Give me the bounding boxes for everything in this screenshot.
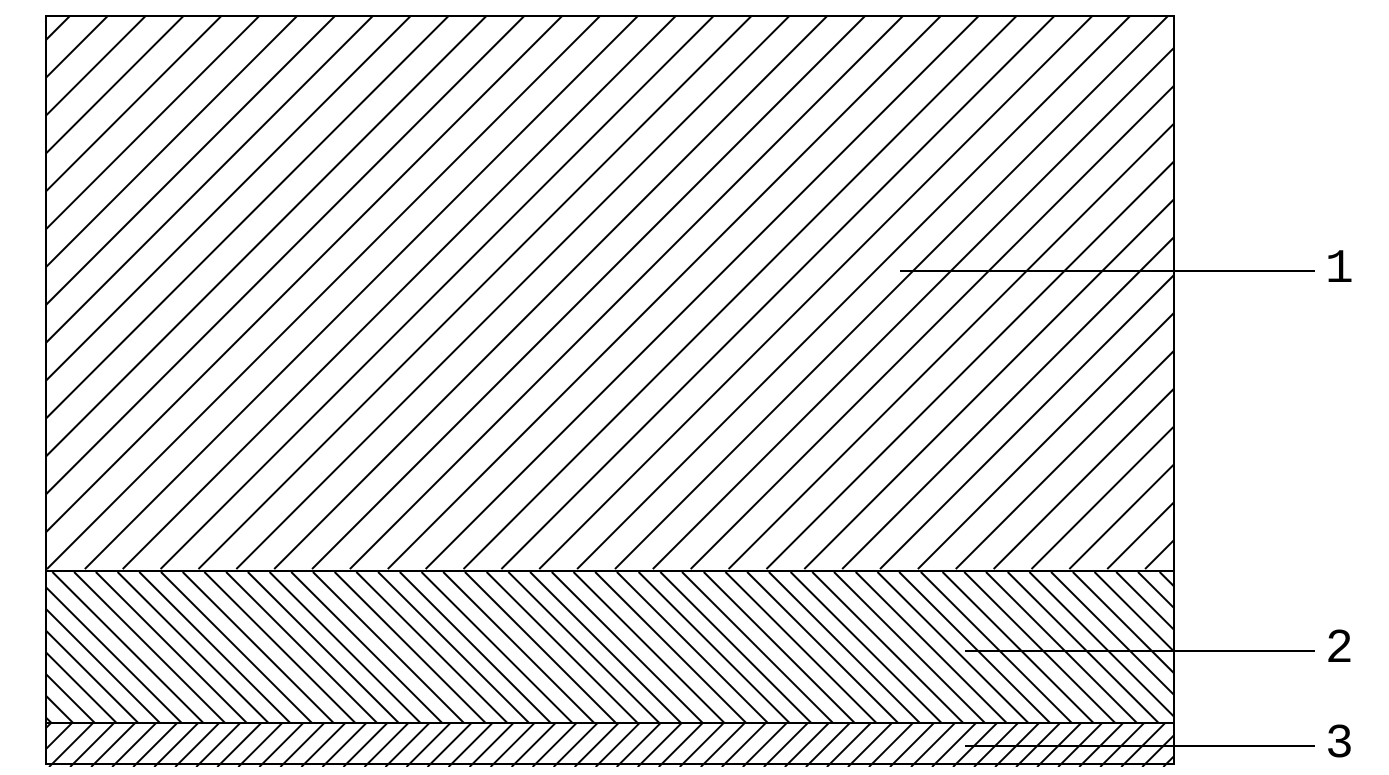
label-text-1: 1 xyxy=(1325,243,1352,297)
label-text-3: 3 xyxy=(1325,718,1352,772)
label-line-1 xyxy=(900,270,1315,272)
cross-section-diagram xyxy=(45,15,1175,765)
label-line-2 xyxy=(965,650,1315,652)
label-text-2: 2 xyxy=(1325,623,1352,677)
layer-2 xyxy=(47,570,1173,722)
label-line-3 xyxy=(965,745,1315,747)
layer-1 xyxy=(47,17,1173,570)
